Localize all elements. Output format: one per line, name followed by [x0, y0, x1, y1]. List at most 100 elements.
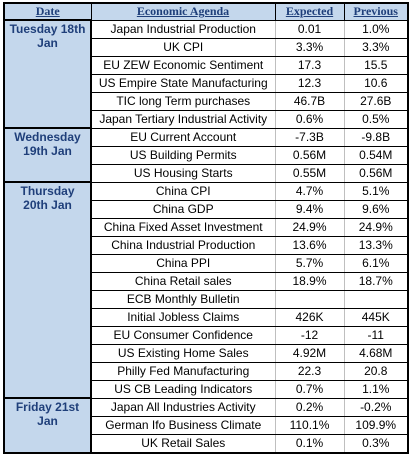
event-name-cell: China Retail sales: [90, 271, 276, 291]
event-name-cell: Philly Fed Manufacturing: [90, 361, 276, 381]
table-row: China Retail sales 18.9% 18.7%: [4, 271, 409, 291]
expected-value-cell: 0.6%: [274, 109, 345, 129]
day-date-cell: Tuesday 18th Jan: [3, 19, 92, 129]
previous-value-cell: 0.56M: [343, 163, 409, 183]
table-row: EU ZEW Economic Sentiment 17.3 15.5: [4, 55, 409, 75]
expected-value-cell: 0.56M: [274, 145, 345, 165]
event-name-cell: US Existing Home Sales: [90, 343, 276, 363]
event-name-cell: EU Consumer Confidence: [90, 325, 276, 345]
table-row: Thursday 20th Jan China CPI 4.7% 5.1%: [3, 181, 409, 399]
previous-value-cell: [343, 289, 409, 309]
expected-value-cell: 22.3: [274, 361, 345, 381]
expected-value-cell: 3.3%: [274, 37, 345, 57]
expected-value-cell: -7.3B: [274, 127, 345, 147]
event-name-cell: China Fixed Asset Investment: [90, 217, 276, 237]
table-row: ECB Monthly Bulletin: [4, 289, 409, 309]
previous-value-cell: -9.8B: [343, 127, 409, 147]
expected-value-cell: 4.92M: [274, 343, 345, 363]
day-date-cell: Friday 21st Jan: [3, 397, 92, 454]
date-column-header: Date: [3, 2, 92, 21]
previous-value-cell: 0.5%: [343, 109, 409, 129]
event-name-cell: Japan Industrial Production: [90, 19, 276, 39]
expected-value-cell: [274, 289, 345, 309]
table-row: Tuesday 18th Jan Japan Industrial Product…: [3, 19, 409, 129]
table-row: China Fixed Asset Investment 24.9% 24.9%: [4, 217, 409, 237]
previous-value-cell: 27.6B: [343, 91, 409, 111]
previous-value-cell: 1.0%: [343, 19, 409, 39]
table-row: US CB Leading Indicators 0.7% 1.1%: [4, 379, 409, 399]
expected-value-cell: 9.4%: [274, 199, 345, 219]
event-name-cell: US CB Leading Indicators: [90, 379, 276, 399]
expected-value-cell: 24.9%: [274, 217, 345, 237]
previous-value-cell: 3.3%: [343, 37, 409, 57]
previous-value-cell: 20.8: [343, 361, 409, 381]
event-name-cell: UK Retail Sales: [90, 433, 276, 453]
previous-value-cell: 0.54M: [343, 145, 409, 165]
economic-agenda-column-header: Economic Agenda: [90, 2, 276, 21]
previous-value-cell: 1.1%: [343, 379, 409, 399]
event-name-cell: Japan Tertiary Industrial Activity: [90, 109, 276, 129]
expected-value-cell: 0.55M: [274, 163, 345, 183]
expected-value-cell: 46.7B: [274, 91, 345, 111]
economic-calendar-table: Date Economic Agenda Expected Previous T…: [3, 2, 409, 454]
event-name-cell: Initial Jobless Claims: [90, 307, 276, 327]
table-row: TIC long Term purchases 46.7B 27.6B: [4, 91, 409, 111]
event-name-cell: EU ZEW Economic Sentiment: [90, 55, 276, 75]
previous-value-cell: -11: [343, 325, 409, 345]
table-row: Philly Fed Manufacturing 22.3 20.8: [4, 361, 409, 381]
calendar-body: Tuesday 18th Jan Japan Industrial Product…: [3, 19, 409, 454]
day-date-cell: Thursday 20th Jan: [3, 181, 92, 399]
expected-value-cell: 17.3: [274, 55, 345, 75]
previous-value-cell: 4.68M: [343, 343, 409, 363]
previous-value-cell: 10.6: [343, 73, 409, 93]
table-row: Japan Tertiary Industrial Activity 0.6% 0.…: [4, 109, 409, 129]
event-name-cell: EU Current Account: [90, 127, 276, 147]
header-row: Date Economic Agenda Expected Previous: [3, 2, 409, 21]
event-name-cell: Japan All Industries Activity: [90, 397, 276, 417]
expected-value-cell: 110.1%: [274, 415, 345, 435]
table-row: UK Retail Sales 0.1% 0.3%: [4, 433, 409, 453]
previous-value-cell: -0.2%: [343, 397, 409, 417]
table-row: EU Consumer Confidence -12 -11: [4, 325, 409, 345]
previous-value-cell: 18.7%: [343, 271, 409, 291]
event-name-cell: US Building Permits: [90, 145, 276, 165]
table-row: Initial Jobless Claims 426K 445K: [4, 307, 409, 327]
event-name-cell: China CPI: [90, 181, 276, 201]
expected-value-cell: 12.3: [274, 73, 345, 93]
previous-value-cell: 5.1%: [343, 181, 409, 201]
previous-value-cell: 0.3%: [343, 433, 409, 453]
event-name-cell: TIC long Term purchases: [90, 91, 276, 111]
event-name-cell: China GDP: [90, 199, 276, 219]
previous-column-header: Previous: [343, 2, 409, 21]
expected-value-cell: 0.2%: [274, 397, 345, 417]
event-name-cell: US Empire State Manufacturing: [90, 73, 276, 93]
table-row: US Building Permits 0.56M 0.54M: [4, 145, 409, 165]
table-row: US Housing Starts 0.55M 0.56M: [4, 163, 409, 183]
table-row: Wednesday 19th Jan EU Current Account -7.3…: [3, 127, 409, 183]
expected-value-cell: 426K: [274, 307, 345, 327]
previous-value-cell: 6.1%: [343, 253, 409, 273]
event-name-cell: UK CPI: [90, 37, 276, 57]
previous-value-cell: 9.6%: [343, 199, 409, 219]
expected-value-cell: 4.7%: [274, 181, 345, 201]
table-row: China GDP 9.4% 9.6%: [4, 199, 409, 219]
expected-value-cell: 0.1%: [274, 433, 345, 453]
previous-value-cell: 15.5: [343, 55, 409, 75]
table-row: German Ifo Business Climate 110.1% 109.9%: [4, 415, 409, 435]
expected-column-header: Expected: [274, 2, 345, 21]
expected-value-cell: 5.7%: [274, 253, 345, 273]
expected-value-cell: -12: [274, 325, 345, 345]
expected-value-cell: 0.7%: [274, 379, 345, 399]
expected-value-cell: 13.6%: [274, 235, 345, 255]
event-name-cell: China Industrial Production: [90, 235, 276, 255]
event-name-cell: German Ifo Business Climate: [90, 415, 276, 435]
expected-value-cell: 0.01: [274, 19, 345, 39]
event-name-cell: US Housing Starts: [90, 163, 276, 183]
day-date-cell: Wednesday 19th Jan: [3, 127, 92, 183]
table-row: Friday 21st Jan Japan All Industries Acti…: [3, 397, 409, 454]
previous-value-cell: 24.9%: [343, 217, 409, 237]
expected-value-cell: 18.9%: [274, 271, 345, 291]
previous-value-cell: 109.9%: [343, 415, 409, 435]
event-name-cell: China PPI: [90, 253, 276, 273]
previous-value-cell: 445K: [343, 307, 409, 327]
